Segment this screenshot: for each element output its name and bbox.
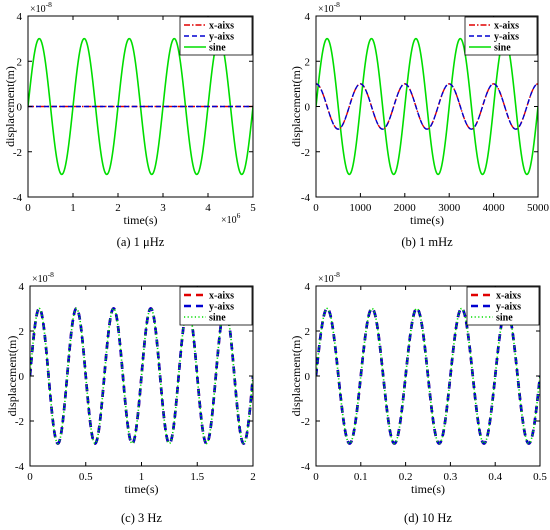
x-tick-label: 4: [205, 202, 211, 214]
y-tick-label: 2: [19, 326, 25, 338]
y-tick-label: -4: [15, 461, 25, 473]
x-tick-label: 2000: [394, 202, 417, 214]
legend-label: x-aixs: [209, 291, 234, 302]
y-tick-label: -2: [301, 147, 310, 159]
x-tick-label: 1.5: [190, 471, 204, 483]
y-tick-label: 2: [305, 326, 311, 338]
panel-caption: (c) 3 Hz: [121, 511, 162, 525]
y-tick-label: -4: [301, 461, 311, 473]
x-tick-label: 3: [160, 202, 166, 214]
y-tick-label: -4: [13, 192, 23, 204]
y-tick-label: -4: [301, 192, 311, 204]
x-tick-label: 0.2: [399, 471, 413, 483]
x-multiplier: ×106: [221, 211, 241, 226]
x-axis-label: time(s): [411, 482, 445, 496]
x-tick-label: 1: [70, 202, 76, 214]
y-axis-label: displacement(m): [289, 66, 303, 147]
x-tick-label: 3000: [438, 202, 461, 214]
legend-label: y-aixs: [209, 302, 234, 313]
y-tick-label: 4: [17, 11, 23, 23]
y-axis-label: displacement(m): [5, 336, 19, 417]
legend-label: x-aixs: [209, 21, 234, 32]
y-tick-label: 4: [305, 11, 311, 23]
x-axis-label: time(s): [410, 213, 444, 227]
x-tick-label: 0: [27, 471, 33, 483]
chart-panel-4: 0 0.1 0.2 0.3 0.4 0.5 -4 -2 0 2 4 ×10-8 time(s) displ…: [289, 270, 547, 525]
x-tick-label: 0.5: [79, 471, 93, 483]
x-axis-label: time(s): [124, 213, 158, 227]
x-tick-label: 1: [139, 471, 145, 483]
y-axis-label: displacement(m): [289, 336, 303, 417]
legend-label: x-aixs: [496, 291, 521, 302]
x-tick-label: 0.5: [533, 471, 547, 483]
x-tick-label: 0: [313, 202, 319, 214]
panel-caption: (d) 10 Hz: [404, 511, 452, 525]
chart-panel-3: 0 0.5 1 1.5 2 -4 -2 0 2 4 ×10-8 time(s) displacement…: [5, 270, 256, 525]
series-line-sine: [30, 307, 253, 445]
y-multiplier: ×10-8: [318, 270, 340, 285]
y-tick-label: 0: [305, 371, 311, 383]
y-tick-label: 0: [17, 102, 23, 114]
y-axis-label: displacement(m): [3, 66, 17, 147]
x-tick-label: 4000: [483, 202, 506, 214]
legend-box: [464, 16, 538, 56]
x-tick-label: 0: [313, 471, 319, 483]
x-tick-label: 0.1: [354, 471, 368, 483]
chart-panel-2: 0 1000 2000 3000 4000 5000 -4 -2 0 2 4 ×10-8 time(s)…: [289, 0, 550, 249]
x-tick-label: 5000: [527, 202, 550, 214]
legend-box: [466, 286, 540, 326]
x-tick-label: 0.4: [488, 471, 502, 483]
legend-label: y-aixs: [209, 32, 234, 43]
legend-label: sine: [496, 313, 513, 324]
x-tick-label: 5: [250, 202, 256, 214]
x-tick-label: 0.3: [444, 471, 458, 483]
legend-label: x-aixs: [494, 21, 519, 32]
panel-caption: (b) 1 mHz: [401, 235, 453, 249]
series-line-y-aixs: [316, 83, 538, 130]
x-tick-label: 1000: [349, 202, 372, 214]
y-tick-label: 0: [305, 102, 311, 114]
x-tick-label: 2: [115, 202, 121, 214]
x-axis-label: time(s): [125, 482, 159, 496]
y-multiplier: ×10-8: [30, 0, 52, 15]
y-tick-label: -2: [13, 147, 22, 159]
y-tick-label: -2: [301, 416, 310, 428]
legend-label: y-aixs: [496, 302, 521, 313]
y-multiplier: ×10-8: [318, 0, 340, 15]
y-tick-label: 4: [305, 281, 311, 293]
y-tick-label: 4: [19, 281, 25, 293]
legend-label: sine: [209, 313, 226, 324]
y-tick-label: 2: [17, 56, 23, 68]
y-tick-label: 2: [305, 56, 311, 68]
legend-label: y-aixs: [494, 32, 519, 43]
x-tick-label: 2: [250, 471, 256, 483]
series-line-y-aixs: [316, 307, 540, 445]
legend-label: sine: [209, 43, 226, 54]
y-multiplier: ×10-8: [32, 270, 54, 285]
y-tick-label: -2: [15, 416, 24, 428]
panel-caption: (a) 1 μHz: [117, 235, 165, 249]
legend-label: sine: [494, 43, 511, 54]
series-line-y-aixs: [30, 307, 253, 445]
x-tick-label: 0: [25, 202, 31, 214]
y-tick-label: 0: [19, 371, 25, 383]
legend-box: [179, 286, 253, 326]
chart-panel-1: 0 1 2 3 4 5 -4 -2 0 2 4 ×10-8 ×106 time(s) displacemen…: [3, 0, 256, 249]
